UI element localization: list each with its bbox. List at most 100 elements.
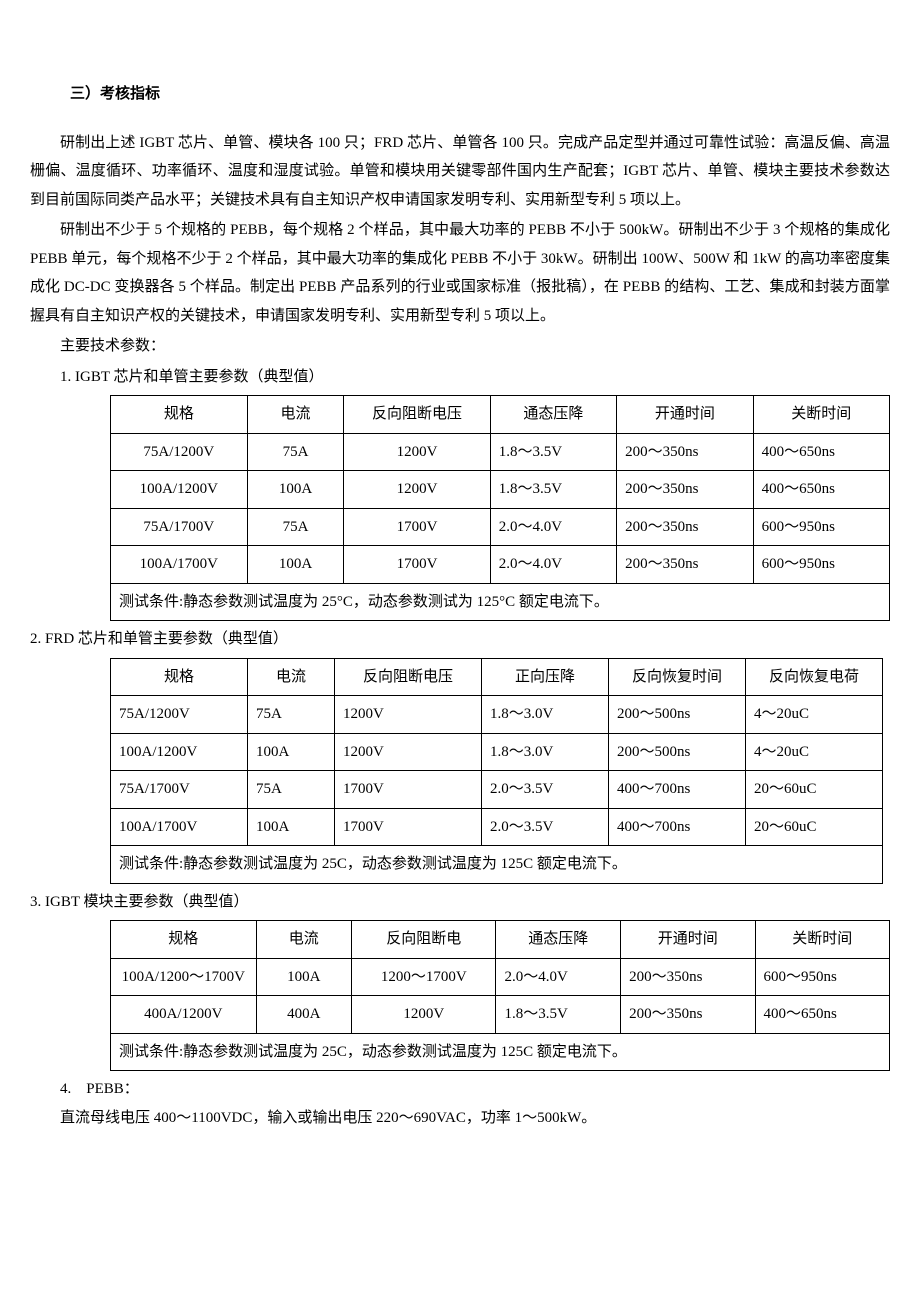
table-cell: 1.8〜3.0V: [482, 733, 609, 771]
table-cell: 100A: [247, 546, 344, 584]
table-cell: 2.0〜4.0V: [490, 546, 616, 584]
table-cell: 200〜350ns: [617, 546, 753, 584]
table-cell: 400〜650ns: [755, 996, 889, 1034]
table-header: 通态压降: [496, 921, 621, 959]
table-header: 开通时间: [621, 921, 755, 959]
pebb-content: 直流母线电压 400〜1100VDC，输入或输出电压 220〜690VAC，功率…: [60, 1104, 890, 1133]
table-header: 反向阻断电压: [335, 658, 482, 696]
table-cell: 200〜350ns: [621, 996, 755, 1034]
table-cell: 20〜60uC: [746, 771, 883, 809]
table-row: 100A/1700V100A1700V2.0〜4.0V200〜350ns600〜…: [111, 546, 890, 584]
table-cell: 1.8〜3.5V: [490, 433, 616, 471]
table-igbt-chip: 规格电流反向阻断电压通态压降开通时间关断时间75A/1200V75A1200V1…: [110, 395, 890, 621]
table2-label: 2. FRD 芯片和单管主要参数（典型值）: [30, 625, 890, 654]
paragraph-2: 研制出不少于 5 个规格的 PEBB，每个规格 2 个样品，其中最大功率的 PE…: [30, 216, 890, 330]
table-cell: 2.0〜4.0V: [496, 958, 621, 996]
table-cell: 75A: [247, 508, 344, 546]
table-cell: 200〜350ns: [617, 508, 753, 546]
table-header: 规格: [111, 921, 257, 959]
table-cell: 600〜950ns: [753, 508, 889, 546]
table-cell: 100A/1700V: [111, 808, 248, 846]
table-header: 电流: [248, 658, 335, 696]
table-footer: 测试条件:静态参数测试温度为 25C，动态参数测试温度为 125C 额定电流下。: [111, 1033, 890, 1071]
table-cell: 1200V: [344, 433, 490, 471]
table-footer: 测试条件:静态参数测试温度为 25C，动态参数测试温度为 125C 额定电流下。: [111, 846, 883, 884]
table-header: 通态压降: [490, 396, 616, 434]
table-cell: 200〜350ns: [621, 958, 755, 996]
pebb-label: 4. PEBB：: [60, 1075, 890, 1104]
table-cell: 100A/1200V: [111, 471, 248, 509]
table-row: 75A/1200V75A1200V1.8〜3.0V200〜500ns4〜20uC: [111, 696, 883, 734]
table-cell: 100A: [247, 471, 344, 509]
table-header: 关断时间: [755, 921, 889, 959]
table-row: 100A/1200V100A1200V1.8〜3.0V200〜500ns4〜20…: [111, 733, 883, 771]
table3-label: 3. IGBT 模块主要参数（典型值）: [30, 888, 890, 917]
table-cell: 400A/1200V: [111, 996, 257, 1034]
table-footer: 测试条件:静态参数测试温度为 25°C，动态参数测试为 125°C 额定电流下。: [111, 583, 890, 621]
table-cell: 200〜350ns: [617, 471, 753, 509]
table-header: 反向恢复电荷: [746, 658, 883, 696]
table-header: 规格: [111, 396, 248, 434]
table-cell: 1700V: [344, 508, 490, 546]
table-cell: 75A/1200V: [111, 433, 248, 471]
table1-label: 1. IGBT 芯片和单管主要参数（典型值）: [60, 363, 890, 392]
table-cell: 2.0〜3.5V: [482, 771, 609, 809]
table-row: 100A/1200V100A1200V1.8〜3.5V200〜350ns400〜…: [111, 471, 890, 509]
table-cell: 75A/1700V: [111, 508, 248, 546]
table-row: 75A/1700V75A1700V2.0〜4.0V200〜350ns600〜95…: [111, 508, 890, 546]
table-header: 规格: [111, 658, 248, 696]
table-cell: 100A: [248, 808, 335, 846]
section-title: 三）考核指标: [70, 80, 890, 109]
table-cell: 1200V: [352, 996, 496, 1034]
table-cell: 1.8〜3.5V: [490, 471, 616, 509]
table-cell: 400A: [256, 996, 352, 1034]
table-cell: 2.0〜4.0V: [490, 508, 616, 546]
table-cell: 75A/1700V: [111, 771, 248, 809]
table-header: 反向阻断电: [352, 921, 496, 959]
table-cell: 600〜950ns: [755, 958, 889, 996]
table-cell: 100A/1200〜1700V: [111, 958, 257, 996]
table-row: 400A/1200V400A1200V1.8〜3.5V200〜350ns400〜…: [111, 996, 890, 1034]
table-cell: 1700V: [335, 808, 482, 846]
table-cell: 4〜20uC: [746, 696, 883, 734]
main-params-label: 主要技术参数：: [30, 332, 890, 361]
table-frd-chip: 规格电流反向阻断电压正向压降反向恢复时间反向恢复电荷75A/1200V75A12…: [110, 658, 883, 884]
table-cell: 1200V: [344, 471, 490, 509]
table-cell: 75A: [248, 771, 335, 809]
table-cell: 100A/1700V: [111, 546, 248, 584]
table-cell: 200〜350ns: [617, 433, 753, 471]
table-row: 100A/1200〜1700V100A1200〜1700V2.0〜4.0V200…: [111, 958, 890, 996]
table-row: 75A/1700V75A1700V2.0〜3.5V400〜700ns20〜60u…: [111, 771, 883, 809]
table-cell: 100A: [256, 958, 352, 996]
table-header: 关断时间: [753, 396, 889, 434]
table-cell: 75A: [248, 696, 335, 734]
table-cell: 4〜20uC: [746, 733, 883, 771]
table-cell: 600〜950ns: [753, 546, 889, 584]
table-cell: 20〜60uC: [746, 808, 883, 846]
table-header: 电流: [247, 396, 344, 434]
table-cell: 1.8〜3.5V: [496, 996, 621, 1034]
table-cell: 400〜650ns: [753, 471, 889, 509]
table-cell: 200〜500ns: [609, 733, 746, 771]
table-cell: 75A: [247, 433, 344, 471]
table-header: 反向恢复时间: [609, 658, 746, 696]
table-row: 75A/1200V75A1200V1.8〜3.5V200〜350ns400〜65…: [111, 433, 890, 471]
table-cell: 400〜650ns: [753, 433, 889, 471]
table-cell: 400〜700ns: [609, 808, 746, 846]
table-cell: 1700V: [335, 771, 482, 809]
table-cell: 1.8〜3.0V: [482, 696, 609, 734]
table-cell: 400〜700ns: [609, 771, 746, 809]
table-cell: 200〜500ns: [609, 696, 746, 734]
table-row: 100A/1700V100A1700V2.0〜3.5V400〜700ns20〜6…: [111, 808, 883, 846]
table-cell: 75A/1200V: [111, 696, 248, 734]
table-igbt-module: 规格电流反向阻断电通态压降开通时间关断时间100A/1200〜1700V100A…: [110, 920, 890, 1071]
paragraph-1: 研制出上述 IGBT 芯片、单管、模块各 100 只；FRD 芯片、单管各 10…: [30, 129, 890, 215]
table-cell: 100A/1200V: [111, 733, 248, 771]
table-cell: 1200V: [335, 733, 482, 771]
table-cell: 1700V: [344, 546, 490, 584]
table-header: 反向阻断电压: [344, 396, 490, 434]
table-cell: 1200V: [335, 696, 482, 734]
table-cell: 100A: [248, 733, 335, 771]
table-header: 电流: [256, 921, 352, 959]
table-header: 正向压降: [482, 658, 609, 696]
